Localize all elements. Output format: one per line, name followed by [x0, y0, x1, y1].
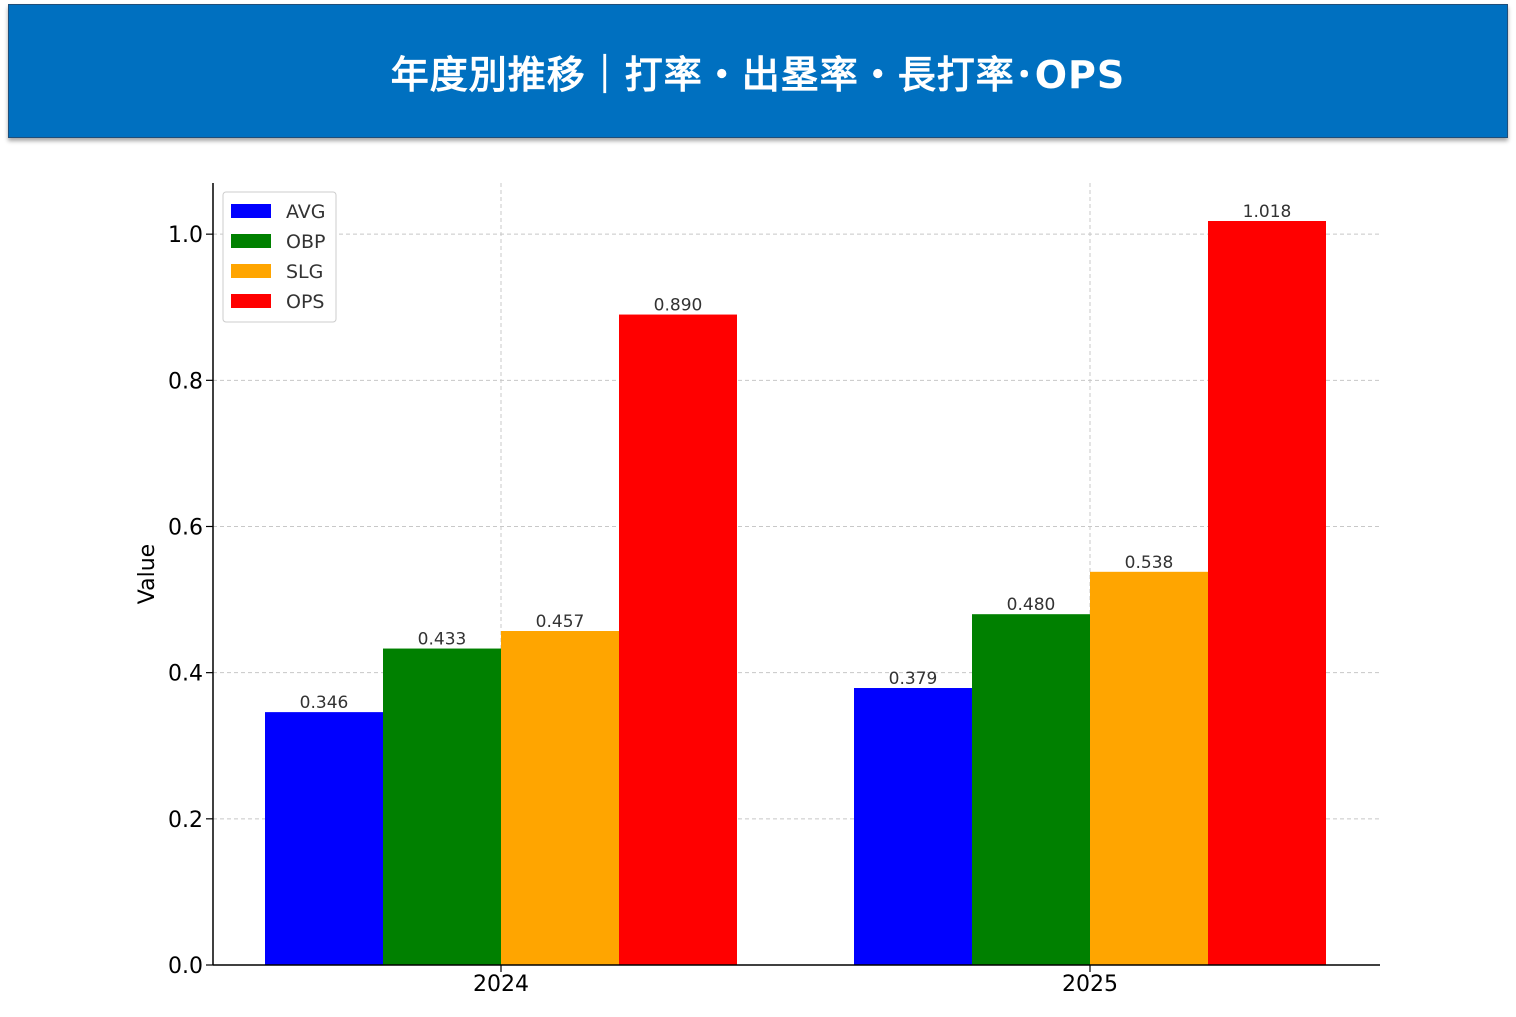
legend-swatch-obp — [231, 234, 271, 248]
legend-label: OBP — [286, 231, 325, 253]
y-tick-label: 0.2 — [168, 808, 203, 833]
y-axis-label: Value — [135, 544, 160, 604]
data-label: 0.890 — [654, 296, 703, 316]
legend-swatch-ops — [231, 294, 271, 308]
legend-label: AVG — [286, 201, 326, 223]
data-label: 0.457 — [536, 612, 585, 632]
y-tick-label: 0.4 — [168, 662, 203, 687]
legend-label: OPS — [286, 291, 324, 313]
y-tick-label: 0.0 — [168, 954, 203, 979]
x-tick-label: 2024 — [473, 972, 529, 997]
data-label: 0.379 — [889, 669, 938, 689]
data-label: 0.538 — [1125, 553, 1174, 573]
data-label: 0.480 — [1007, 595, 1056, 615]
bar-avg-2024 — [265, 712, 383, 965]
bar-ops-2024 — [619, 314, 737, 965]
y-tick-label: 1.0 — [168, 223, 203, 248]
legend-box — [222, 191, 337, 323]
data-label: 1.018 — [1243, 202, 1292, 222]
data-label: 0.433 — [418, 630, 467, 650]
bar-obp-2024 — [383, 648, 501, 965]
data-label: 0.346 — [300, 693, 349, 713]
x-tick-label: 2025 — [1062, 972, 1118, 997]
bar-avg-2025 — [854, 688, 972, 965]
y-tick-label: 0.8 — [168, 369, 203, 394]
legend-label: SLG — [286, 261, 323, 283]
bar-ops-2025 — [1208, 221, 1326, 966]
legend-swatch-avg — [231, 204, 271, 218]
bar-obp-2025 — [972, 614, 1090, 965]
bar-slg-2025 — [1090, 571, 1208, 965]
chart-title: 年度別推移｜打率・出塁率・長打率･OPS — [390, 52, 1126, 97]
title-banner: 年度別推移｜打率・出塁率・長打率･OPS — [8, 4, 1508, 138]
y-tick-label: 0.6 — [168, 515, 203, 540]
bar-slg-2024 — [501, 631, 619, 965]
legend-swatch-slg — [231, 264, 271, 278]
